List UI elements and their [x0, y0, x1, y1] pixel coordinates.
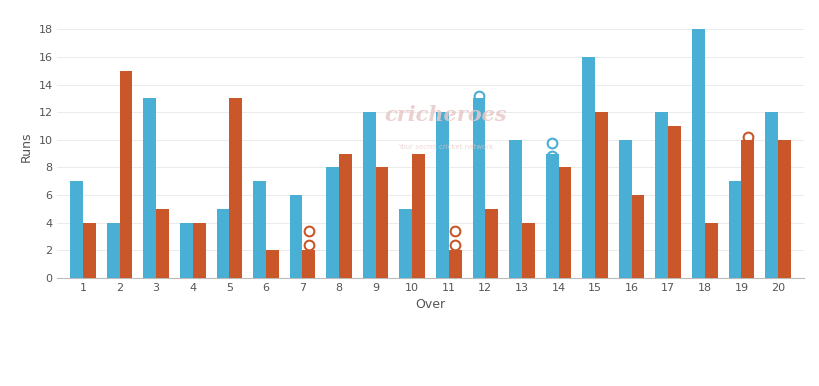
Bar — [375, 168, 388, 278]
Text: Your secret cricket network: Your secret cricket network — [397, 144, 492, 150]
Bar — [338, 154, 351, 278]
Bar — [179, 223, 192, 278]
Bar — [595, 112, 607, 278]
Bar — [667, 126, 681, 278]
Bar — [485, 209, 498, 278]
Bar — [399, 209, 412, 278]
Y-axis label: Runs: Runs — [20, 131, 33, 162]
Bar — [522, 223, 534, 278]
Bar — [436, 112, 448, 278]
Bar — [764, 112, 777, 278]
Bar — [289, 195, 302, 278]
Bar — [654, 112, 667, 278]
Bar — [704, 223, 717, 278]
Bar — [558, 168, 571, 278]
Bar — [728, 181, 740, 278]
Bar — [631, 195, 644, 278]
Bar — [216, 209, 229, 278]
Bar — [509, 140, 522, 278]
Bar — [192, 223, 206, 278]
Bar — [412, 154, 424, 278]
Bar — [106, 223, 120, 278]
Bar — [448, 250, 461, 278]
X-axis label: Over: Over — [415, 298, 445, 312]
Bar — [265, 250, 278, 278]
Bar — [545, 154, 558, 278]
Bar — [362, 112, 375, 278]
Bar — [120, 71, 132, 278]
Bar — [70, 181, 83, 278]
Bar — [472, 98, 485, 278]
Bar — [302, 250, 314, 278]
Bar — [740, 140, 753, 278]
Bar — [143, 98, 156, 278]
Bar — [581, 57, 595, 278]
Bar — [253, 181, 265, 278]
Bar — [229, 98, 242, 278]
Bar — [777, 140, 790, 278]
Bar — [83, 223, 96, 278]
Bar — [156, 209, 169, 278]
Text: cricheroes: cricheroes — [383, 105, 506, 125]
Bar — [691, 29, 704, 278]
Bar — [618, 140, 631, 278]
Bar — [326, 168, 338, 278]
